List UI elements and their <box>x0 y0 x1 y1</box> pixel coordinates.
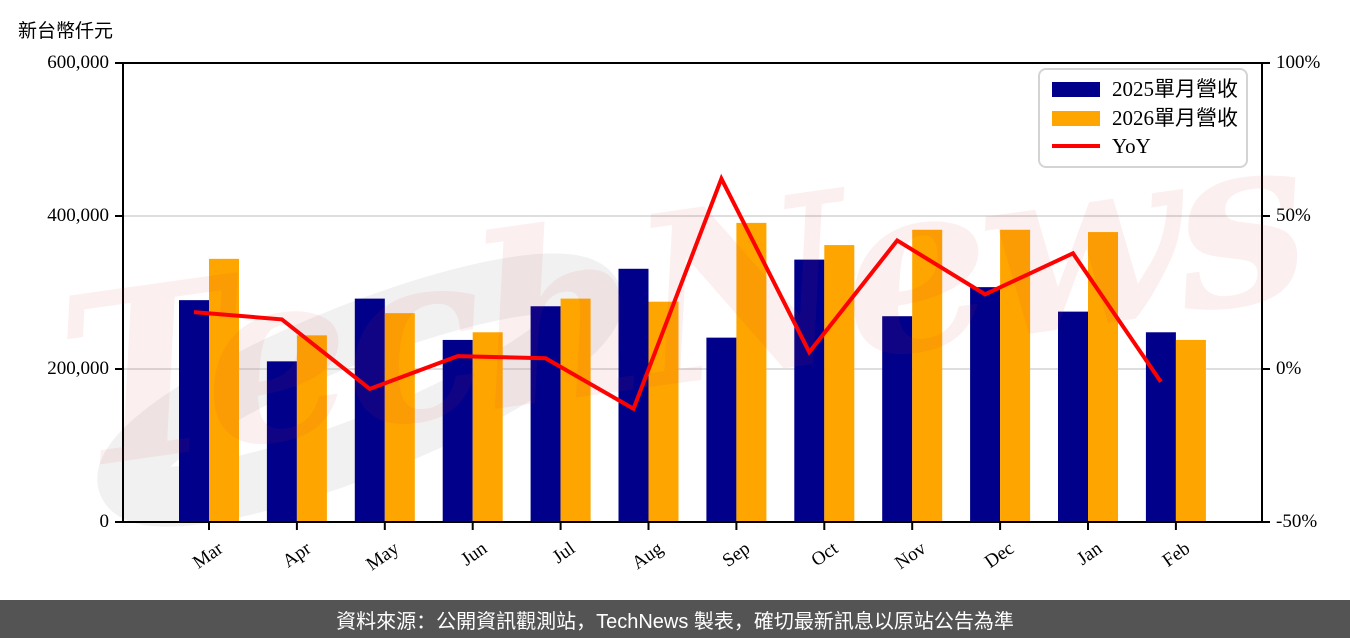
source-note: 資料來源：公開資訊觀測站，TechNews 製表，確切最新訊息以原站公告為準 <box>336 610 1014 633</box>
yoy-line <box>193 173 1163 412</box>
bar-2026-jan <box>1088 232 1118 522</box>
y-axis-tick-label: 400,000 <box>47 205 109 226</box>
footer-bar: 資料來源：公開資訊觀測站，TechNews 製表，確切最新訊息以原站公告為準 <box>0 600 1350 638</box>
legend-color-swatch <box>1052 82 1100 98</box>
bar-2026-apr <box>296 335 327 522</box>
bar-2025-mar <box>179 300 209 522</box>
y-axis-title: 新台幣仟元 <box>18 21 114 42</box>
legend-label: 2026單月營收 <box>1112 105 1238 130</box>
y-axis-tick-label: 0 <box>99 511 110 532</box>
bar-2025-jul <box>530 306 561 522</box>
bar-2025-dec <box>970 287 1001 522</box>
legend-label: YoY <box>1112 133 1151 158</box>
bar-2025-aug <box>618 268 649 522</box>
legend-item-0: 2025單月營收 <box>1040 79 1246 100</box>
bar-2026-mar <box>209 258 239 522</box>
bar-2025-sep <box>706 337 737 522</box>
right-axis-tick-label: -50% <box>1276 511 1318 532</box>
bar-2025-apr <box>266 361 297 522</box>
bar-2026-may <box>384 313 415 522</box>
bar-2026-feb <box>1175 339 1206 522</box>
legend-color-swatch <box>1052 110 1100 126</box>
bar-2025-feb <box>1145 332 1176 522</box>
bar-2025-jan <box>1058 311 1088 522</box>
bar-2026-jul <box>560 298 591 522</box>
bar-2025-jun <box>442 339 473 522</box>
legend-item-1: 2026單月營收 <box>1040 105 1246 130</box>
bar-2025-nov <box>882 316 913 522</box>
legend-label: 2025單月營收 <box>1112 77 1238 102</box>
chart-canvas <box>97 62 1270 530</box>
bar-2026-jun <box>472 332 503 522</box>
bar-2025-may <box>354 298 385 522</box>
legend-line-swatch <box>1052 144 1100 149</box>
bar-2026-aug <box>648 301 679 522</box>
legend-item-2: YoY <box>1040 133 1246 158</box>
right-axis-tick-label: 0% <box>1276 358 1302 379</box>
bar-2026-sep <box>736 222 767 522</box>
right-axis-tick-label: 50% <box>1276 205 1311 226</box>
bar-2025-oct <box>794 259 825 522</box>
y-axis-tick-label: 600,000 <box>47 52 109 73</box>
right-axis-tick-label: 100% <box>1276 52 1321 73</box>
bar-2026-oct <box>824 245 855 522</box>
plot-border <box>122 62 1263 523</box>
y-axis-tick-label: 200,000 <box>47 358 109 379</box>
legend: 2025單月營收 2026單月營收 YoY <box>1038 68 1248 168</box>
bar-2026-nov <box>912 229 943 522</box>
